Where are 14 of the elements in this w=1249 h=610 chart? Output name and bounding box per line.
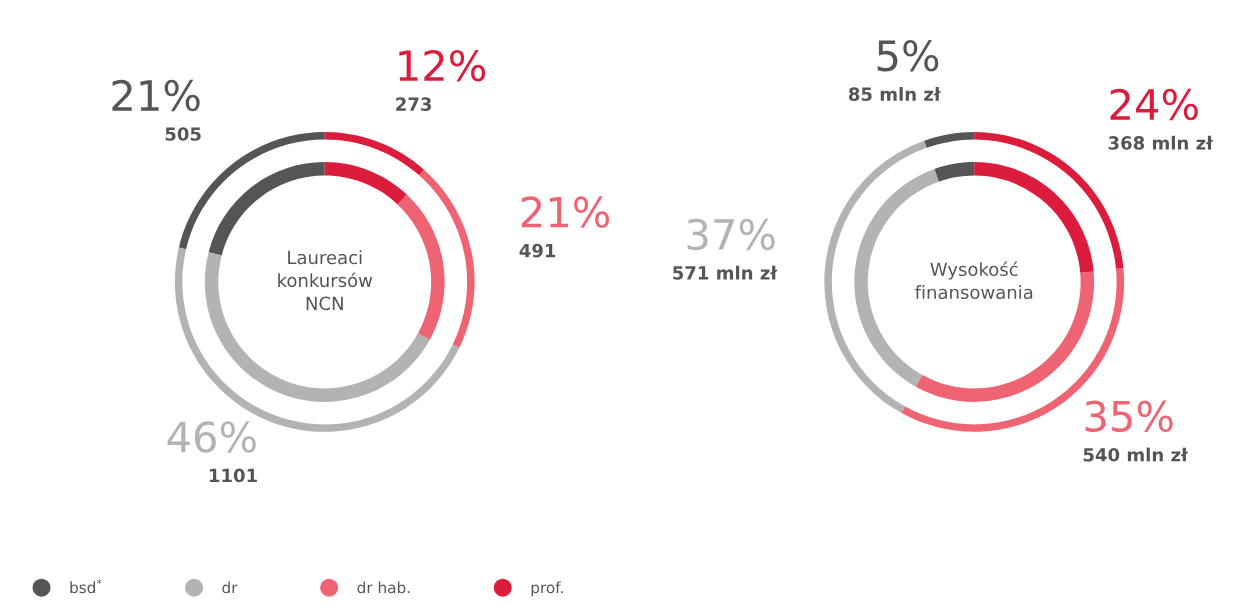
data-label: 46% 1101 xyxy=(167,421,257,483)
data-label: 35% 540 mln zł xyxy=(1083,400,1189,462)
legend-label: prof. xyxy=(531,581,563,597)
text: Laureaci konkursów NCN xyxy=(278,250,373,311)
text: Wysokość finansowania xyxy=(915,261,1033,300)
data-label: 21% 505 xyxy=(112,79,201,141)
data-label: 12% 273 xyxy=(396,49,486,111)
legend-label: bsd$^{*}$ xyxy=(70,579,102,594)
data-label: 21% 491 xyxy=(519,196,610,258)
data-label: 24% 368 mln zł xyxy=(1108,88,1214,150)
legend-label: dr xyxy=(222,581,238,594)
data-label: 37% 571 mln zł xyxy=(673,218,778,280)
legend-label: dr hab. xyxy=(357,581,410,594)
data-label: 5% 85 mln zł xyxy=(848,39,941,102)
